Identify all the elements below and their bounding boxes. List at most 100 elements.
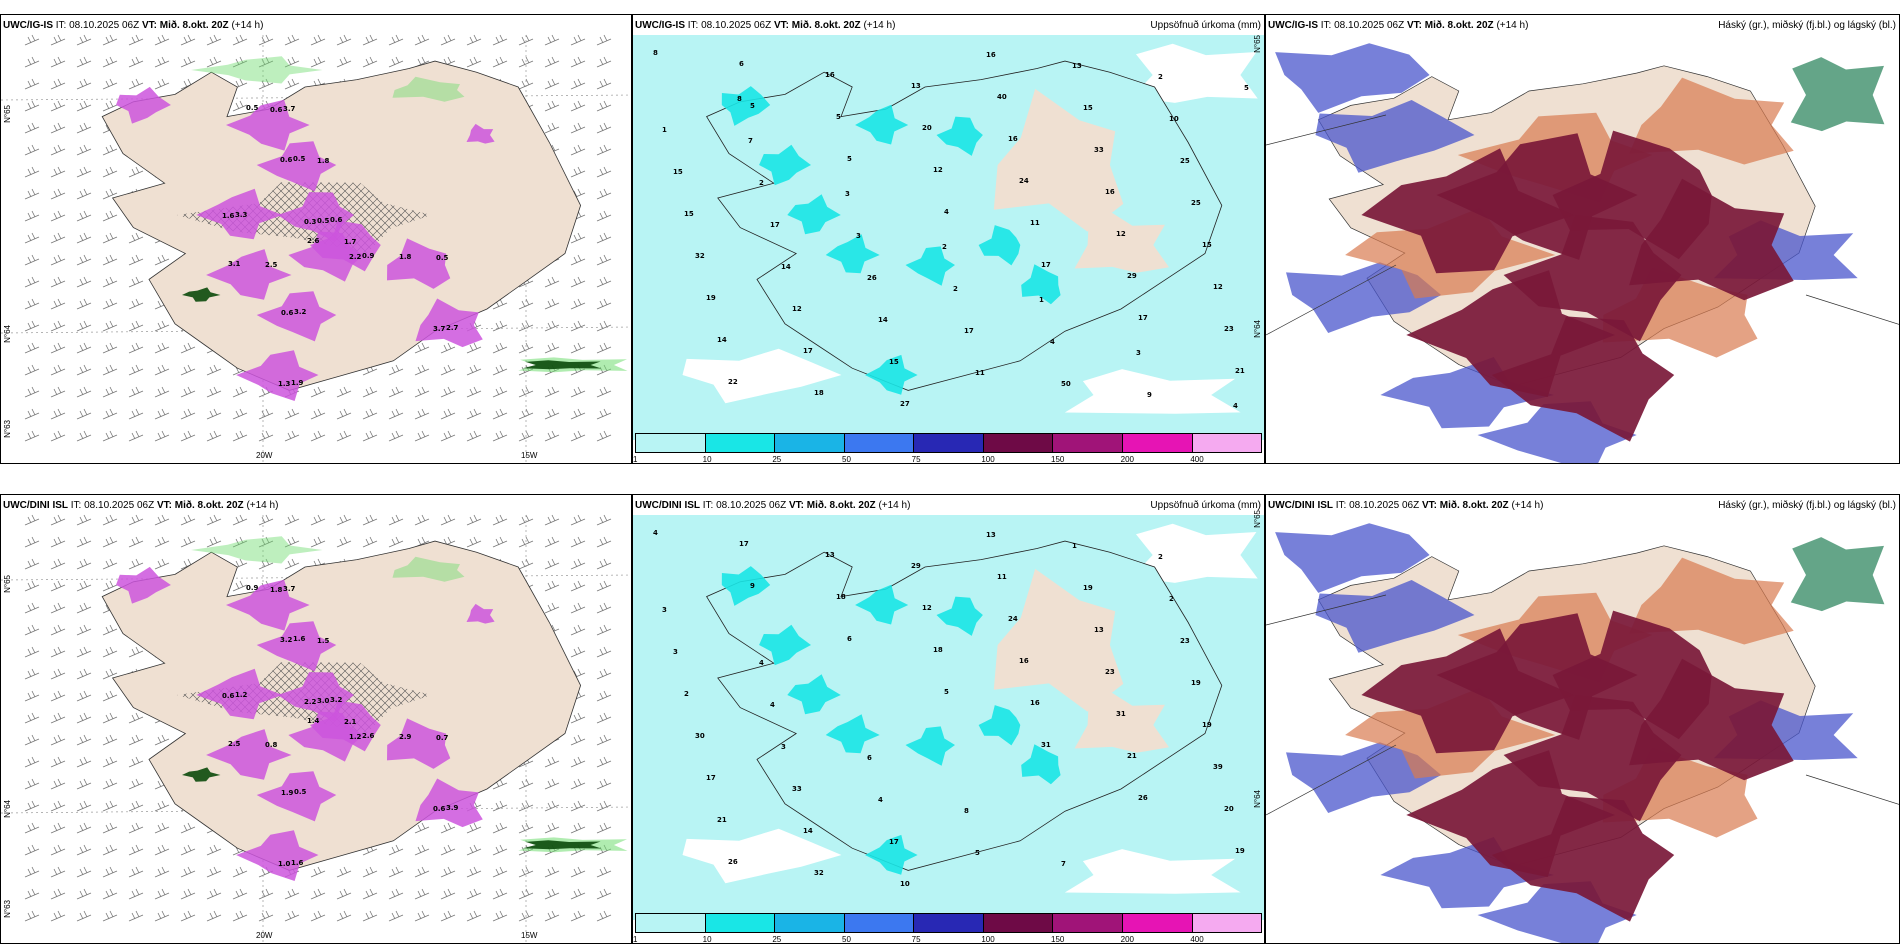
wind-barb	[336, 386, 352, 398]
wind-barb	[154, 56, 170, 68]
precip-magenta-area	[116, 566, 171, 604]
wind-barb	[284, 888, 300, 900]
cloud-low	[1380, 357, 1554, 429]
wind-barb	[180, 910, 196, 922]
precip-amount: 4	[944, 208, 949, 216]
colorbar-tick: 25	[772, 455, 782, 464]
wind-barb	[50, 430, 66, 442]
wind-barb	[76, 100, 92, 112]
wind-barb	[50, 408, 66, 420]
wind-barb	[440, 844, 456, 856]
wind-barb	[596, 514, 612, 526]
wind-barb	[570, 430, 586, 442]
precip-amount: 9	[1147, 391, 1152, 399]
wind-barb	[310, 866, 326, 878]
precip-amount: 24	[1008, 615, 1018, 623]
wind-barb	[440, 386, 456, 398]
wind-barb	[466, 408, 482, 420]
wind-barb	[596, 712, 612, 724]
precip-amount: 5	[750, 102, 755, 110]
wind-barb	[102, 386, 118, 398]
wind-barb	[544, 910, 560, 922]
wind-barb	[596, 580, 612, 592]
wind-barb	[336, 866, 352, 878]
wind-barb	[102, 276, 118, 288]
wind-barb	[232, 910, 248, 922]
wind-barb	[76, 690, 92, 702]
precip-amount: 16	[1019, 657, 1029, 665]
wind-barb	[258, 558, 274, 570]
wind-barb	[544, 408, 560, 420]
panel-header: UWC/IG-IS IT: 08.10.2025 06Z VT: Mið. 8.…	[1268, 20, 1529, 31]
wind-barb	[76, 254, 92, 266]
precip-value: 1.2	[235, 691, 248, 699]
wind-barb	[232, 34, 248, 46]
precip-amount: 12	[792, 305, 802, 313]
precip-amount: 12	[1213, 283, 1223, 291]
wind-barb	[128, 800, 144, 812]
wind-barb	[596, 734, 612, 746]
wind-barb	[232, 56, 248, 68]
wind-barb	[388, 514, 404, 526]
wind-barb	[414, 342, 430, 354]
precip-amount: 23	[1224, 325, 1234, 333]
wind-barb	[128, 888, 144, 900]
precip-magenta-area	[206, 249, 292, 300]
precip-darkgreen-area	[182, 287, 221, 302]
colorbar-swatch	[983, 914, 1054, 932]
wind-barb	[50, 78, 66, 90]
precip-amount: 29	[1127, 272, 1137, 280]
wind-barb	[102, 756, 118, 768]
wind-barb	[50, 298, 66, 310]
precip-amount: 18	[836, 593, 846, 601]
precip-value: 0.5	[293, 155, 306, 163]
wind-barb	[180, 56, 196, 68]
wind-barb	[310, 408, 326, 420]
wind-barb	[596, 78, 612, 90]
precip-value: 2.2	[349, 253, 362, 261]
panel-row1-clouds: UWC/IG-IS IT: 08.10.2025 06Z VT: Mið. 8.…	[1265, 14, 1900, 464]
sector-lines	[1266, 594, 1899, 816]
precip-amount: 8	[964, 807, 969, 815]
wind-barb	[544, 386, 560, 398]
precip-magenta-area	[256, 621, 337, 672]
wind-barb	[102, 430, 118, 442]
colorbar-swatch	[705, 434, 776, 452]
precip-amount: 15	[684, 210, 694, 218]
wind-barb	[596, 276, 612, 288]
lat-label: N°64	[3, 800, 12, 818]
wind-barb	[388, 866, 404, 878]
sector-line	[1805, 774, 1899, 805]
wind-barb	[284, 408, 300, 420]
wind-barb	[50, 536, 66, 548]
sector-line	[1266, 114, 1387, 146]
colorbar-tick: 200	[1120, 935, 1135, 944]
wind-barb	[128, 430, 144, 442]
wind-barb	[284, 78, 300, 90]
wind-barb	[466, 888, 482, 900]
wind-barb	[284, 514, 300, 526]
wind-barb	[388, 386, 404, 398]
precip-magenta-area	[277, 672, 355, 722]
wind-barb	[596, 408, 612, 420]
wind-barb	[24, 624, 40, 636]
wind-barb	[492, 514, 508, 526]
wind-barb	[596, 342, 612, 354]
wind-barb	[310, 34, 326, 46]
wind-barb	[102, 78, 118, 90]
wind-barb	[76, 580, 92, 592]
wind-barb	[76, 144, 92, 156]
wind-barb	[50, 756, 66, 768]
wind-barb	[128, 166, 144, 178]
wind-barb	[50, 668, 66, 680]
precip-amount: 31	[1041, 741, 1051, 749]
colorbar	[635, 433, 1262, 453]
precip-amount: 15	[673, 168, 683, 176]
wind-barb	[128, 276, 144, 288]
wind-barb	[492, 342, 508, 354]
precip-amount: 2	[953, 285, 958, 293]
precip-amount: 25	[1191, 199, 1201, 207]
precip-amount: 23	[1180, 637, 1190, 645]
wind-barb	[102, 624, 118, 636]
wind-barb	[596, 668, 612, 680]
